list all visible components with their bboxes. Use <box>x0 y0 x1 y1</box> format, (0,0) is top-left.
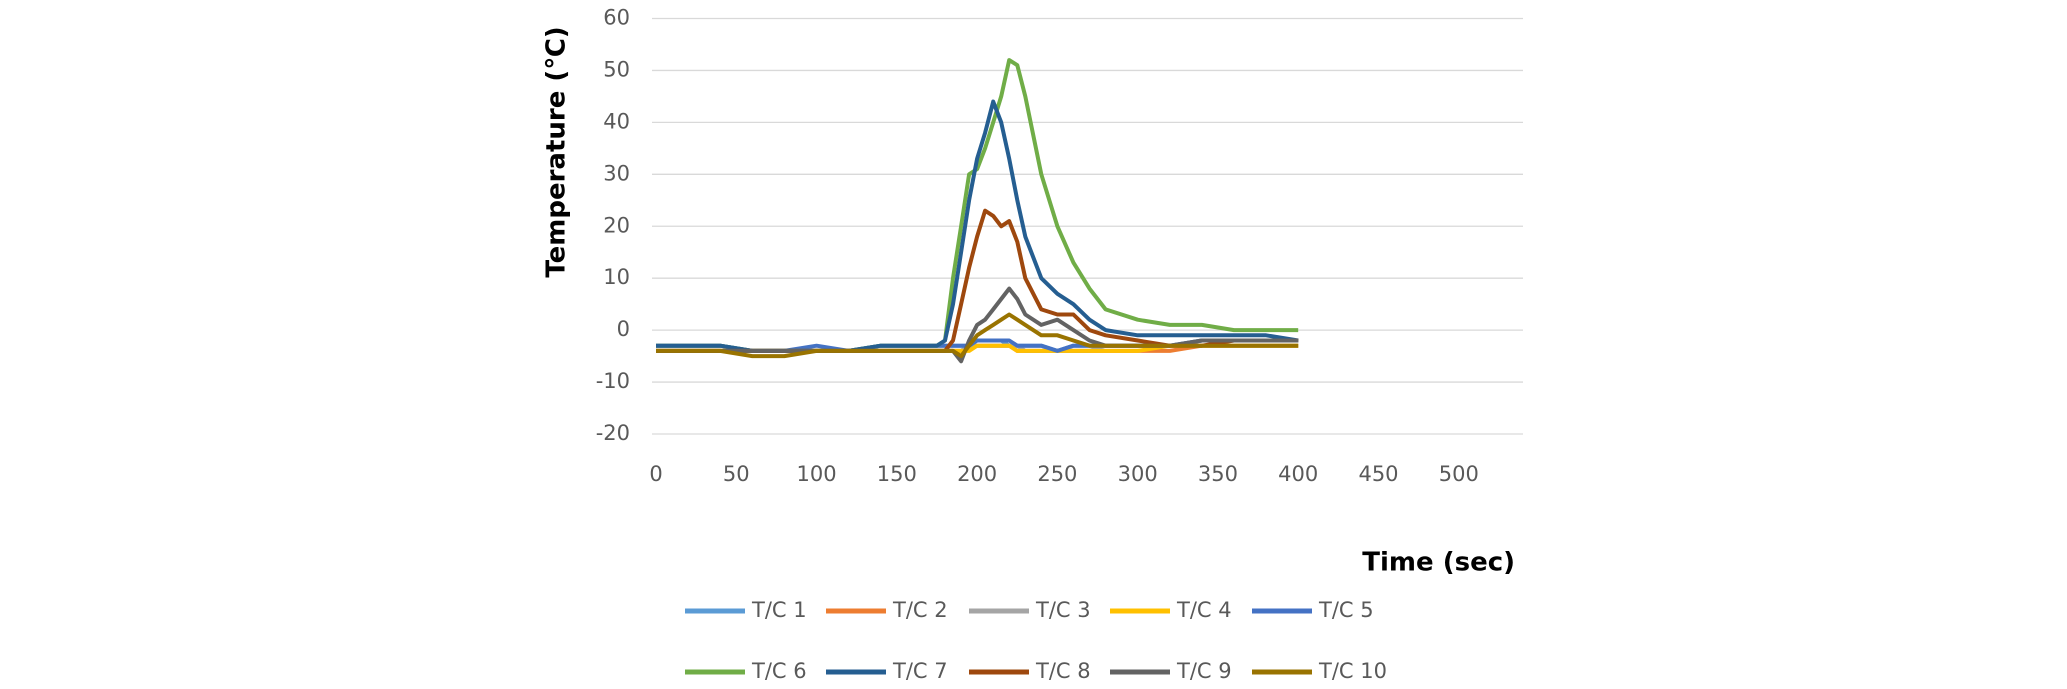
x-tick-label: 500 <box>1439 462 1479 486</box>
x-tick-label: 350 <box>1198 462 1238 486</box>
legend-label: T/C 8 <box>1035 659 1091 683</box>
legend-label: T/C 4 <box>1176 598 1232 622</box>
legend-label: T/C 9 <box>1176 659 1232 683</box>
legend-label: T/C 2 <box>892 598 948 622</box>
series-line <box>656 58 1299 353</box>
y-tick-label: 10 <box>603 265 630 289</box>
x-tick-label: 150 <box>877 462 917 486</box>
y-tick-label: 0 <box>617 317 630 341</box>
x-axis-title: Time (sec) <box>1362 548 1515 578</box>
y-axis-title: Temperature (℃) <box>542 26 572 277</box>
y-tick-label: -10 <box>596 369 630 393</box>
y-tick-label: 60 <box>603 6 630 30</box>
x-tick-label: 300 <box>1118 462 1158 486</box>
legend-label: T/C 7 <box>892 659 948 683</box>
y-tick-label: 30 <box>603 161 630 185</box>
y-tick-label: -20 <box>596 421 630 445</box>
legend-label: T/C 1 <box>751 598 807 622</box>
x-tick-label: 200 <box>957 462 997 486</box>
legend-label: T/C 5 <box>1318 598 1374 622</box>
legend-label: T/C 3 <box>1035 598 1091 622</box>
x-tick-label: 250 <box>1037 462 1077 486</box>
x-tick-label: 0 <box>649 462 662 486</box>
y-tick-label: 50 <box>603 57 630 81</box>
series-line <box>656 312 1299 359</box>
x-tick-label: 100 <box>797 462 837 486</box>
x-tick-label: 450 <box>1358 462 1398 486</box>
x-tick-label: 50 <box>723 462 750 486</box>
y-tick-label: 40 <box>603 109 630 133</box>
y-tick-label: 20 <box>603 213 630 237</box>
legend-label: T/C 10 <box>1318 659 1387 683</box>
legend-label: T/C 6 <box>751 659 807 683</box>
x-tick-label: 400 <box>1278 462 1318 486</box>
